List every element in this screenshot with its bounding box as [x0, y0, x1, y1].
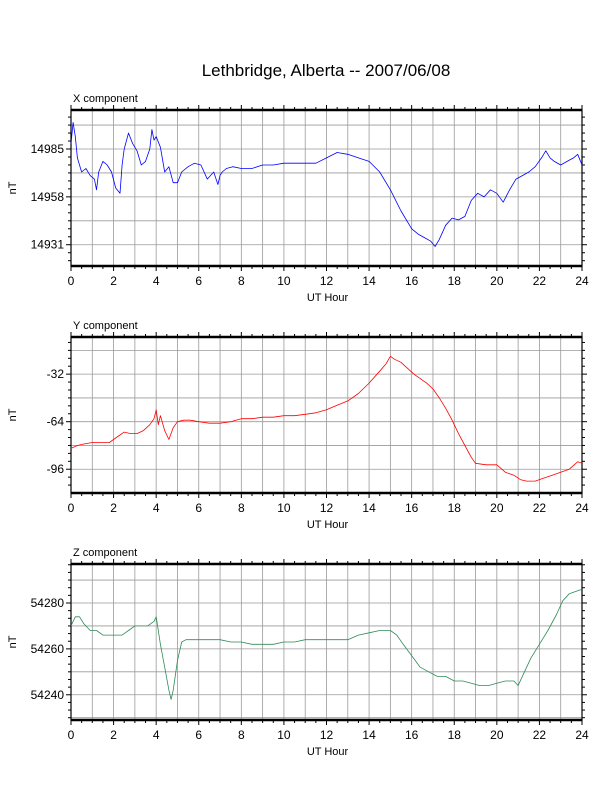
x-tick-label: 4	[153, 728, 160, 742]
x-tick-label: 2	[110, 501, 117, 515]
y-tick-label: 54280	[31, 596, 65, 610]
x-tick-label: 10	[277, 501, 291, 515]
x-tick-label: 2	[110, 274, 117, 288]
y-axis-label: nT	[7, 635, 19, 648]
x-tick-label: 8	[238, 274, 245, 288]
x-tick-label: 16	[405, 274, 419, 288]
x-tick-label: 22	[533, 274, 547, 288]
x-tick-label: 10	[277, 274, 291, 288]
x-tick-label: 16	[405, 728, 419, 742]
x-tick-label: 20	[490, 728, 504, 742]
x-tick-label: 20	[490, 501, 504, 515]
component-label-z: Z component	[73, 547, 137, 559]
x-tick-label: 8	[238, 728, 245, 742]
x-tick-label: 14	[362, 501, 376, 515]
x-tick-label: 0	[68, 501, 75, 515]
x-tick-label: 4	[153, 501, 160, 515]
x-axis-label: UT Hour	[307, 519, 349, 531]
component-label-y: Y component	[73, 320, 138, 332]
y-tick-label: -32	[47, 367, 65, 381]
x-tick-label: 6	[195, 728, 202, 742]
x-axis-label: UT Hour	[307, 746, 349, 758]
x-tick-label: 16	[405, 501, 419, 515]
x-tick-label: 18	[448, 274, 462, 288]
x-tick-label: 4	[153, 274, 160, 288]
x-tick-label: 24	[575, 501, 589, 515]
x-tick-label: 0	[68, 274, 75, 288]
x-tick-label: 24	[575, 274, 589, 288]
y-tick-label: -64	[47, 415, 65, 429]
y-tick-label: 14958	[31, 190, 65, 204]
x-tick-label: 12	[320, 274, 334, 288]
x-axis-label: UT Hour	[307, 292, 349, 304]
x-tick-label: 20	[490, 274, 504, 288]
x-tick-label: 6	[195, 501, 202, 515]
series-line-z-component	[70, 588, 583, 700]
y-tick-label: 14985	[31, 142, 65, 156]
x-tick-label: 10	[277, 728, 291, 742]
x-tick-label: 8	[238, 501, 245, 515]
component-label-x: X component	[73, 93, 138, 105]
x-tick-label: 22	[533, 501, 547, 515]
x-tick-label: 12	[320, 728, 334, 742]
x-tick-label: 2	[110, 728, 117, 742]
figure-title: Lethbridge, Alberta -- 2007/06/08	[202, 61, 451, 80]
y-tick-label: 14931	[31, 238, 65, 252]
y-axis-label: nT	[7, 181, 19, 194]
x-tick-label: 18	[448, 501, 462, 515]
y-tick-label: 54260	[31, 642, 65, 656]
x-tick-label: 0	[68, 728, 75, 742]
series-line-x-component	[70, 122, 583, 247]
x-tick-label: 12	[320, 501, 334, 515]
x-tick-label: 18	[448, 728, 462, 742]
y-axis-label: nT	[7, 408, 19, 421]
x-tick-label: 6	[195, 274, 202, 288]
x-tick-label: 24	[575, 728, 589, 742]
y-tick-label: 54240	[31, 688, 65, 702]
x-tick-label: 14	[362, 274, 376, 288]
x-tick-label: 14	[362, 728, 376, 742]
x-tick-label: 22	[533, 728, 547, 742]
y-tick-label: -96	[47, 462, 65, 476]
series-line-y-component	[70, 355, 583, 482]
